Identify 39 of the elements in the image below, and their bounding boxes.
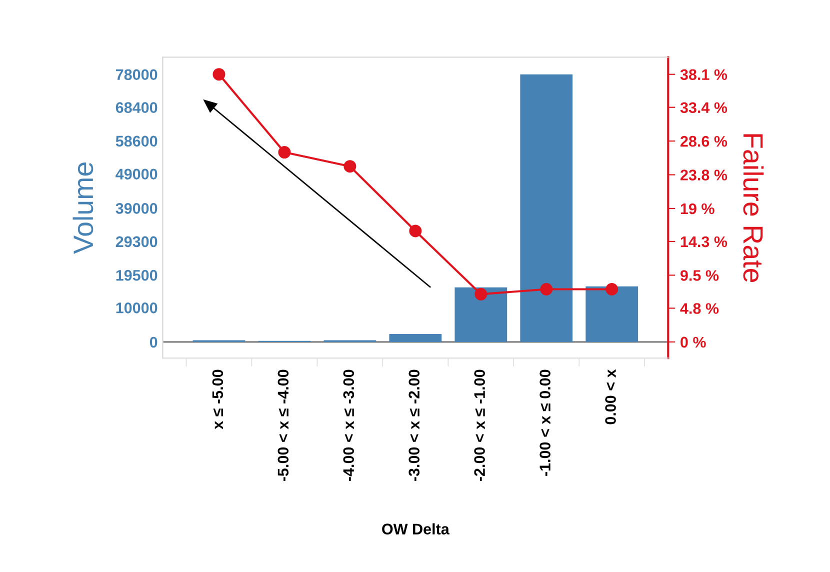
x-tick-label: -1.00 < x ≤ 0.00 <box>540 370 550 476</box>
y2-tick-label: 19 % <box>680 203 714 214</box>
y2-tick-label: 38.1 % <box>680 69 728 80</box>
y-tick-label: 49000 <box>116 168 158 180</box>
y2-tick-label: 23.8 % <box>680 170 728 180</box>
x-tick-label: -2.00 < x ≤ -1.00 <box>474 370 485 482</box>
y2-tick-label: 33.4 % <box>680 102 728 114</box>
y2-tick-label: 28.6 % <box>680 136 728 147</box>
point <box>344 160 356 173</box>
y-tick-label: 39000 <box>116 203 158 214</box>
x-tick-label: -4.00 < x ≤ -3.00 <box>343 370 354 482</box>
y2-tick-label: 0 % <box>680 336 706 348</box>
bar <box>454 287 508 342</box>
y-tick-label: 19500 <box>116 270 158 281</box>
point <box>606 282 618 296</box>
y-tick-label: 68400 <box>116 102 158 113</box>
y-tick-label: 29300 <box>116 236 158 248</box>
y-tick-label: 10000 <box>116 302 158 314</box>
x-axis-title: OW Delta <box>382 523 450 534</box>
point <box>278 146 291 159</box>
y-tick-label: 0 <box>150 336 158 348</box>
x-tick-label: 0.00 < x <box>605 369 616 424</box>
point <box>540 282 553 296</box>
x-tick-label: -3.00 < x ≤ -2.00 <box>408 370 420 482</box>
y-tick-label: 78000 <box>116 69 158 80</box>
point <box>474 288 488 300</box>
y2-tick-label: 4.8 % <box>680 303 719 314</box>
y2-tick-label: 14.3 % <box>680 236 728 248</box>
x-tick-label: -5.00 < x ≤ -4.00 <box>278 370 289 482</box>
y-tick-label: 58600 <box>116 136 158 147</box>
point <box>212 68 226 81</box>
bar <box>520 74 573 342</box>
y2-tick-label: 9.5 % <box>680 270 719 281</box>
bar <box>586 286 638 342</box>
bar <box>389 334 442 342</box>
point <box>409 224 422 238</box>
y-axis-title: Volume <box>72 162 94 254</box>
x-tick-label: x ≤ -5.00 <box>212 370 224 430</box>
y2-axis-title: Failure Rate <box>743 134 764 282</box>
